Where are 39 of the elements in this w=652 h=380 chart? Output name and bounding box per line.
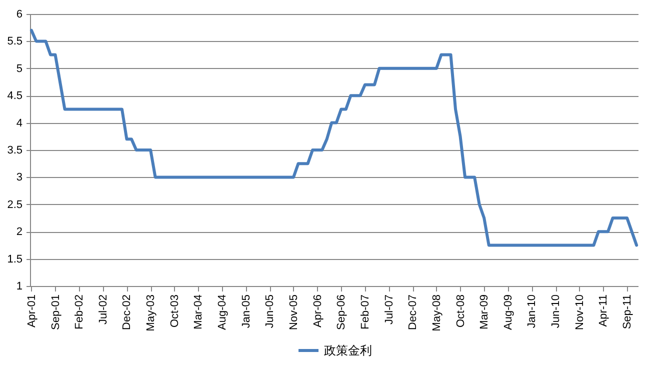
- x-tick-label: Feb-02: [74, 294, 86, 330]
- x-tick-label: Sep-06: [336, 294, 348, 330]
- x-tick-label: Jan-10: [526, 294, 538, 328]
- x-tick-label: Apr-01: [26, 294, 38, 328]
- x-tick-label: Aug-09: [502, 294, 514, 330]
- x-tick-label: Nov-10: [574, 294, 586, 330]
- x-tick-label: Feb-07: [359, 294, 372, 330]
- y-tick-label: 5.5: [7, 36, 22, 48]
- x-tick-label: Apr-06: [312, 294, 324, 328]
- x-tick-label: May-08: [430, 294, 443, 332]
- x-tick-label: Oct-08: [454, 294, 467, 328]
- y-tick-label: 1.5: [7, 253, 22, 266]
- x-tick-label: Mar-04: [192, 294, 205, 330]
- x-tick-label: Jul-02: [97, 294, 110, 324]
- y-tick-label: 2: [16, 226, 22, 238]
- x-tick-label: Mar-09: [478, 294, 491, 330]
- y-tick-label: 4: [16, 117, 22, 130]
- y-tick-label: 4.5: [7, 90, 22, 102]
- y-tick-label: 1: [16, 280, 22, 292]
- y-tick-label: 2.5: [7, 198, 22, 211]
- x-tick-label: Jun-10: [550, 294, 562, 328]
- x-tick-label: Jun-05: [264, 294, 276, 328]
- y-tick-label: 6: [16, 8, 22, 20]
- x-tick-label: Dec-02: [121, 294, 134, 330]
- x-tick-label: Nov-05: [288, 294, 300, 330]
- x-tick-label: Dec-07: [407, 294, 420, 330]
- line-series: [30, 28, 638, 247]
- x-tick-label: Aug-04: [216, 294, 229, 330]
- x-tick-label: Apr-11: [598, 294, 610, 327]
- x-tick-label: Jul-07: [383, 294, 396, 324]
- x-tick-label: Sep-01: [50, 294, 62, 330]
- y-tick-label: 3: [16, 172, 22, 184]
- y-tick-label: 3.5: [7, 144, 22, 156]
- legend-label: 政策金利: [324, 344, 372, 358]
- x-tick-label: Jan-05: [240, 294, 252, 328]
- y-tick-label: 5: [16, 62, 22, 75]
- x-tick-label: May-03: [145, 294, 158, 332]
- x-tick-label: Oct-03: [168, 294, 181, 328]
- x-tick-label: Sep-11: [622, 294, 634, 330]
